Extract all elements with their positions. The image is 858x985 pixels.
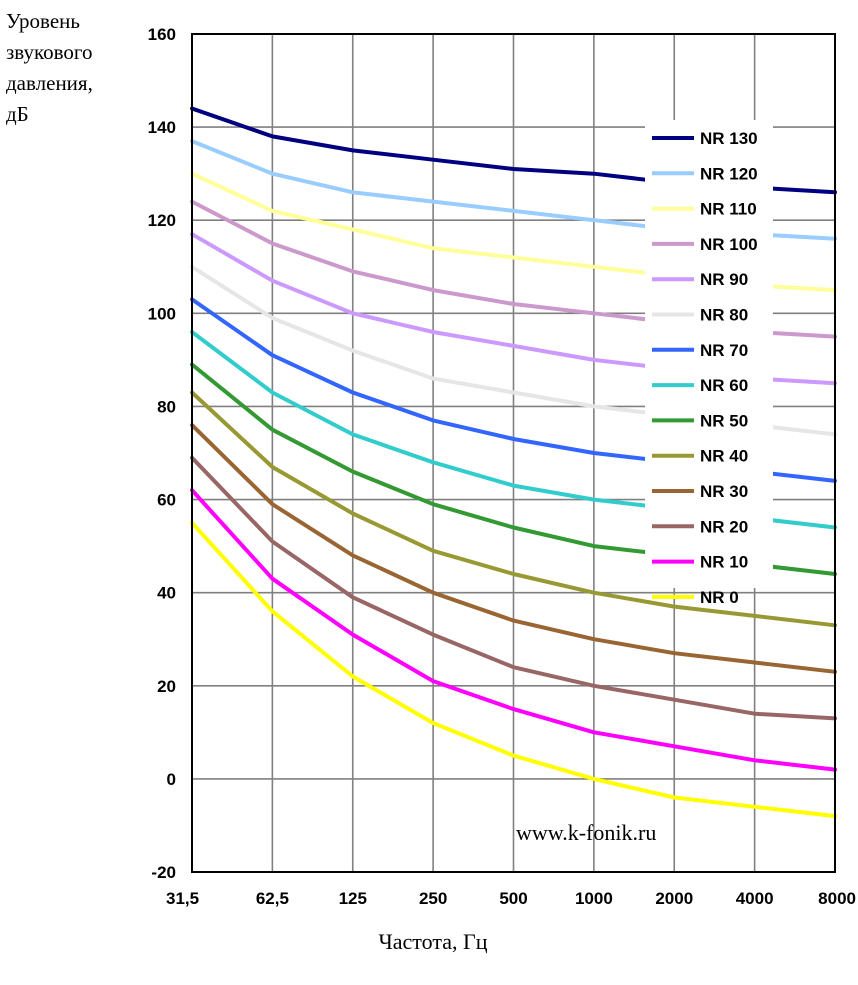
y-tick-label: 160 <box>148 25 176 44</box>
series-line-nr-20 <box>190 455 837 721</box>
y-tick-label: 120 <box>148 211 176 230</box>
legend-label: NR 120 <box>700 164 758 183</box>
y-tick-label: 0 <box>167 770 176 789</box>
x-tick-label: 1000 <box>575 889 613 908</box>
x-tick-label: 62,5 <box>256 889 289 908</box>
y-tick-labels: 160 140 120 100 80 60 40 20 0 -20 <box>148 25 176 882</box>
y-tick-label: 80 <box>157 397 176 416</box>
y-axis-label-line: давления, <box>6 71 93 95</box>
y-axis-label-line: звукового <box>6 40 93 64</box>
y-tick-label: 40 <box>157 584 176 603</box>
legend-label: NR 10 <box>700 553 748 572</box>
legend-box <box>645 120 773 588</box>
x-tick-label: 500 <box>499 889 527 908</box>
series-line-nr-10 <box>190 488 837 772</box>
y-axis-label: Уровень звукового давления, дБ <box>6 9 93 126</box>
legend-label: NR 110 <box>700 200 757 219</box>
legend-label: NR 30 <box>700 482 748 501</box>
x-tick-label: 250 <box>419 889 447 908</box>
x-tick-label: 4000 <box>736 889 774 908</box>
y-tick-label: 100 <box>148 304 176 323</box>
y-tick-label: 20 <box>157 677 176 696</box>
x-tick-labels: 31,5 62,5 125 250 500 1000 2000 4000 8000 <box>166 889 856 908</box>
legend-label: NR 130 <box>700 129 758 148</box>
x-axis-label: Частота, Гц <box>378 929 487 954</box>
x-tick-label: 125 <box>339 889 367 908</box>
watermark-text: www.k-fonik.ru <box>516 820 656 845</box>
x-tick-label: 8000 <box>818 889 856 908</box>
series-line-nr-30 <box>190 423 837 674</box>
legend-label: NR 20 <box>700 517 748 536</box>
series-line-nr-0 <box>190 520 837 819</box>
legend-label: NR 90 <box>700 270 748 289</box>
y-tick-label: 60 <box>157 491 176 510</box>
plot-frame <box>191 33 836 873</box>
x-tick-label: 2000 <box>655 889 693 908</box>
y-axis-label-line: дБ <box>6 102 29 126</box>
series-line-nr-40 <box>190 390 837 628</box>
legend-label: NR 40 <box>700 447 748 466</box>
y-tick-label: 140 <box>148 118 176 137</box>
legend-label: NR 100 <box>700 235 758 254</box>
legend-label: NR 70 <box>700 341 748 360</box>
y-tick-label: -20 <box>151 863 176 882</box>
legend: NR 130 NR 120 NR 110 NR 100 NR 90 NR 80 NR 70 N… <box>645 120 773 607</box>
legend-label: NR 60 <box>700 376 748 395</box>
legend-label: NR 50 <box>700 411 748 430</box>
y-axis-label-line: Уровень <box>6 9 80 33</box>
legend-label: NR 80 <box>700 306 748 325</box>
legend-label: NR 0 <box>700 588 739 607</box>
x-tick-label: 31,5 <box>166 889 199 908</box>
